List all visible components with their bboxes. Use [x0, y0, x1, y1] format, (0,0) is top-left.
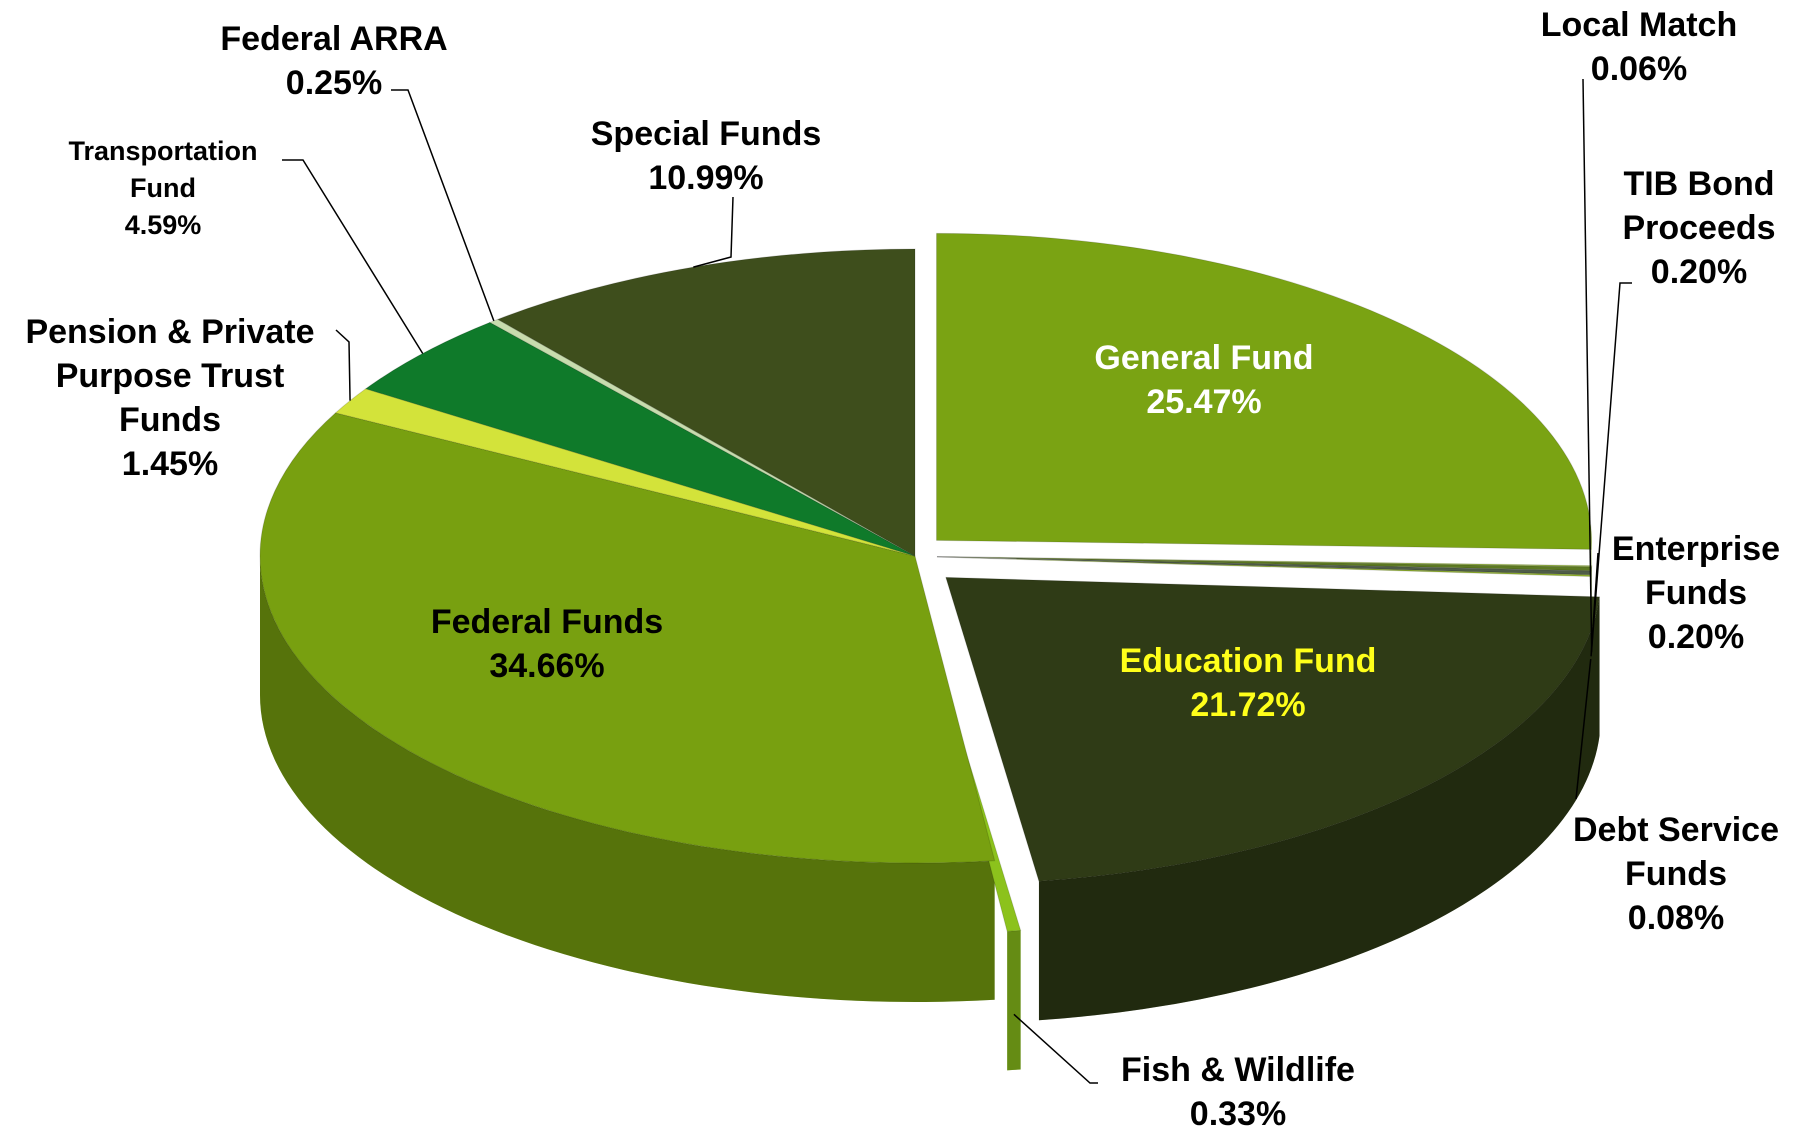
slice-name: Enterprise Funds	[1596, 527, 1795, 615]
slice-name: Fish & Wildlife	[1028, 1048, 1448, 1092]
slice-name: Transportation Fund	[43, 133, 283, 207]
slice-value: 0.33%	[1028, 1092, 1448, 1136]
slice-name: Federal ARRA	[174, 17, 494, 61]
slice-name: TIB Bond Proceeds	[1599, 162, 1795, 250]
slice-value: 4.59%	[43, 207, 283, 244]
slice-value: 10.99%	[496, 156, 916, 200]
slice-value: 0.20%	[1596, 615, 1795, 659]
slice-name: Federal Funds	[337, 600, 757, 644]
slice-name: Debt Service Funds	[1531, 808, 1795, 896]
slice-value: 0.08%	[1531, 896, 1795, 940]
leader-line	[1583, 79, 1592, 650]
leader-line	[693, 197, 733, 267]
slice-name: Pension & Private Purpose Trust Funds	[0, 310, 340, 442]
slice-value: 34.66%	[337, 644, 757, 688]
leader-line	[391, 90, 494, 321]
slice-value: 21.72%	[1038, 683, 1458, 727]
slice-name: General Fund	[994, 336, 1414, 380]
slice-value: 1.45%	[0, 442, 340, 486]
slice-value: 0.25%	[174, 61, 494, 105]
slice-value: 0.06%	[1489, 47, 1789, 91]
slice-side-shade	[1007, 931, 1020, 1071]
slice-name: Education Fund	[1038, 639, 1458, 683]
slice-value: 0.20%	[1599, 250, 1795, 294]
slice-name: Special Funds	[496, 112, 916, 156]
slice-value: 25.47%	[994, 380, 1414, 424]
slice-name: Local Match	[1489, 3, 1789, 47]
